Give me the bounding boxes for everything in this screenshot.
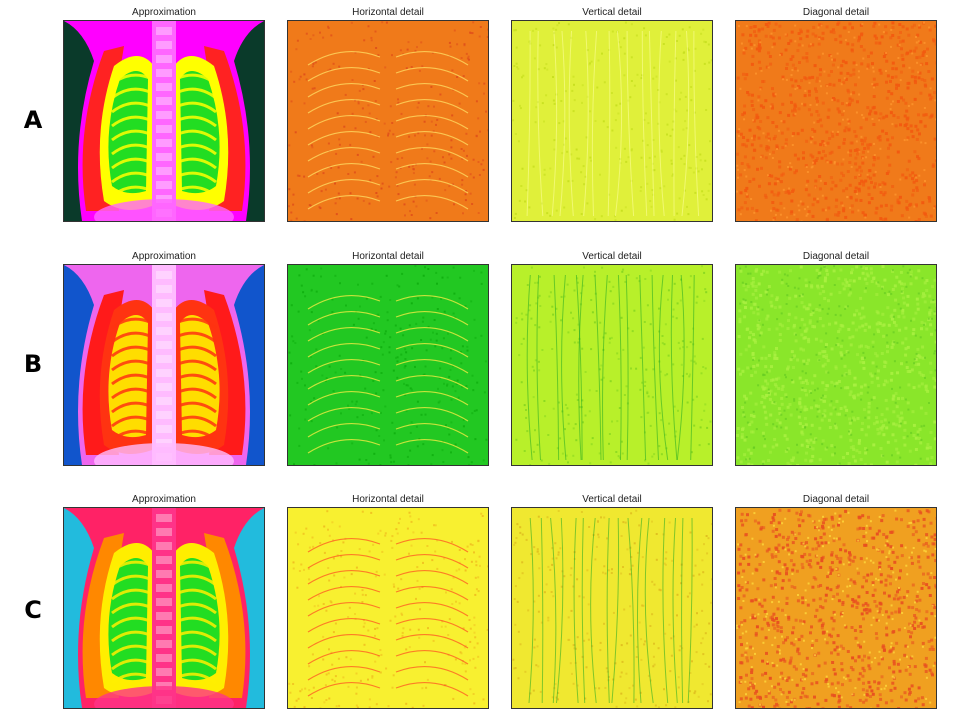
panel-caption: Approximation [132, 7, 196, 18]
panel-c-horizontal-detail: Horizontal detail [287, 493, 489, 709]
panel-c-vertical-detail: Vertical detail [511, 493, 713, 709]
panel-caption: Horizontal detail [352, 494, 424, 505]
vertical-detail-image [511, 264, 713, 466]
xray-vert-graphic [512, 265, 712, 465]
panel-caption: Approximation [132, 251, 196, 262]
horizontal-detail-image [287, 264, 489, 466]
xray-approx-graphic [64, 508, 264, 708]
xray-vert-graphic [512, 21, 712, 221]
row-label-a: A [23, 106, 43, 134]
row-label-c: C [24, 596, 42, 624]
panel-caption: Horizontal detail [352, 7, 424, 18]
panel-c-approximation: Approximation [63, 493, 265, 709]
panel-a-horizontal-detail: Horizontal detail [287, 6, 489, 222]
approximation-image [63, 20, 265, 222]
panel-c-diagonal-detail: Diagonal detail [735, 493, 937, 709]
diagonal-detail-image [735, 20, 937, 222]
xray-vert-graphic [512, 508, 712, 708]
panel-caption: Vertical detail [582, 7, 642, 18]
panel-caption: Approximation [132, 494, 196, 505]
panel-caption: Horizontal detail [352, 251, 424, 262]
horizontal-detail-image [287, 20, 489, 222]
panel-b-approximation: Approximation [63, 250, 265, 466]
diagonal-detail-image [735, 264, 937, 466]
horizontal-detail-image [287, 507, 489, 709]
approximation-image [63, 264, 265, 466]
vertical-detail-image [511, 20, 713, 222]
row-label-b: B [23, 350, 43, 378]
panel-b-horizontal-detail: Horizontal detail [287, 250, 489, 466]
xray-horiz-graphic [288, 265, 488, 465]
panel-a-diagonal-detail: Diagonal detail [735, 6, 937, 222]
panel-caption: Diagonal detail [802, 7, 870, 18]
xray-diag-graphic [736, 508, 936, 708]
diagonal-detail-image [735, 507, 937, 709]
panel-a-vertical-detail: Vertical detail [511, 6, 713, 222]
panel-caption: Vertical detail [582, 494, 642, 505]
panel-caption: Diagonal detail [802, 494, 870, 505]
panel-b-vertical-detail: Vertical detail [511, 250, 713, 466]
xray-horiz-graphic [288, 508, 488, 708]
panel-b-diagonal-detail: Diagonal detail [735, 250, 937, 466]
xray-horiz-graphic [288, 21, 488, 221]
approximation-image [63, 507, 265, 709]
xray-diag-graphic [736, 265, 936, 465]
xray-approx-graphic [64, 265, 264, 465]
vertical-detail-image [511, 507, 713, 709]
panel-caption: Diagonal detail [802, 251, 870, 262]
panel-a-approximation: Approximation [63, 6, 265, 222]
panel-caption: Vertical detail [582, 251, 642, 262]
xray-diag-graphic [736, 21, 936, 221]
xray-approx-graphic [64, 21, 264, 221]
